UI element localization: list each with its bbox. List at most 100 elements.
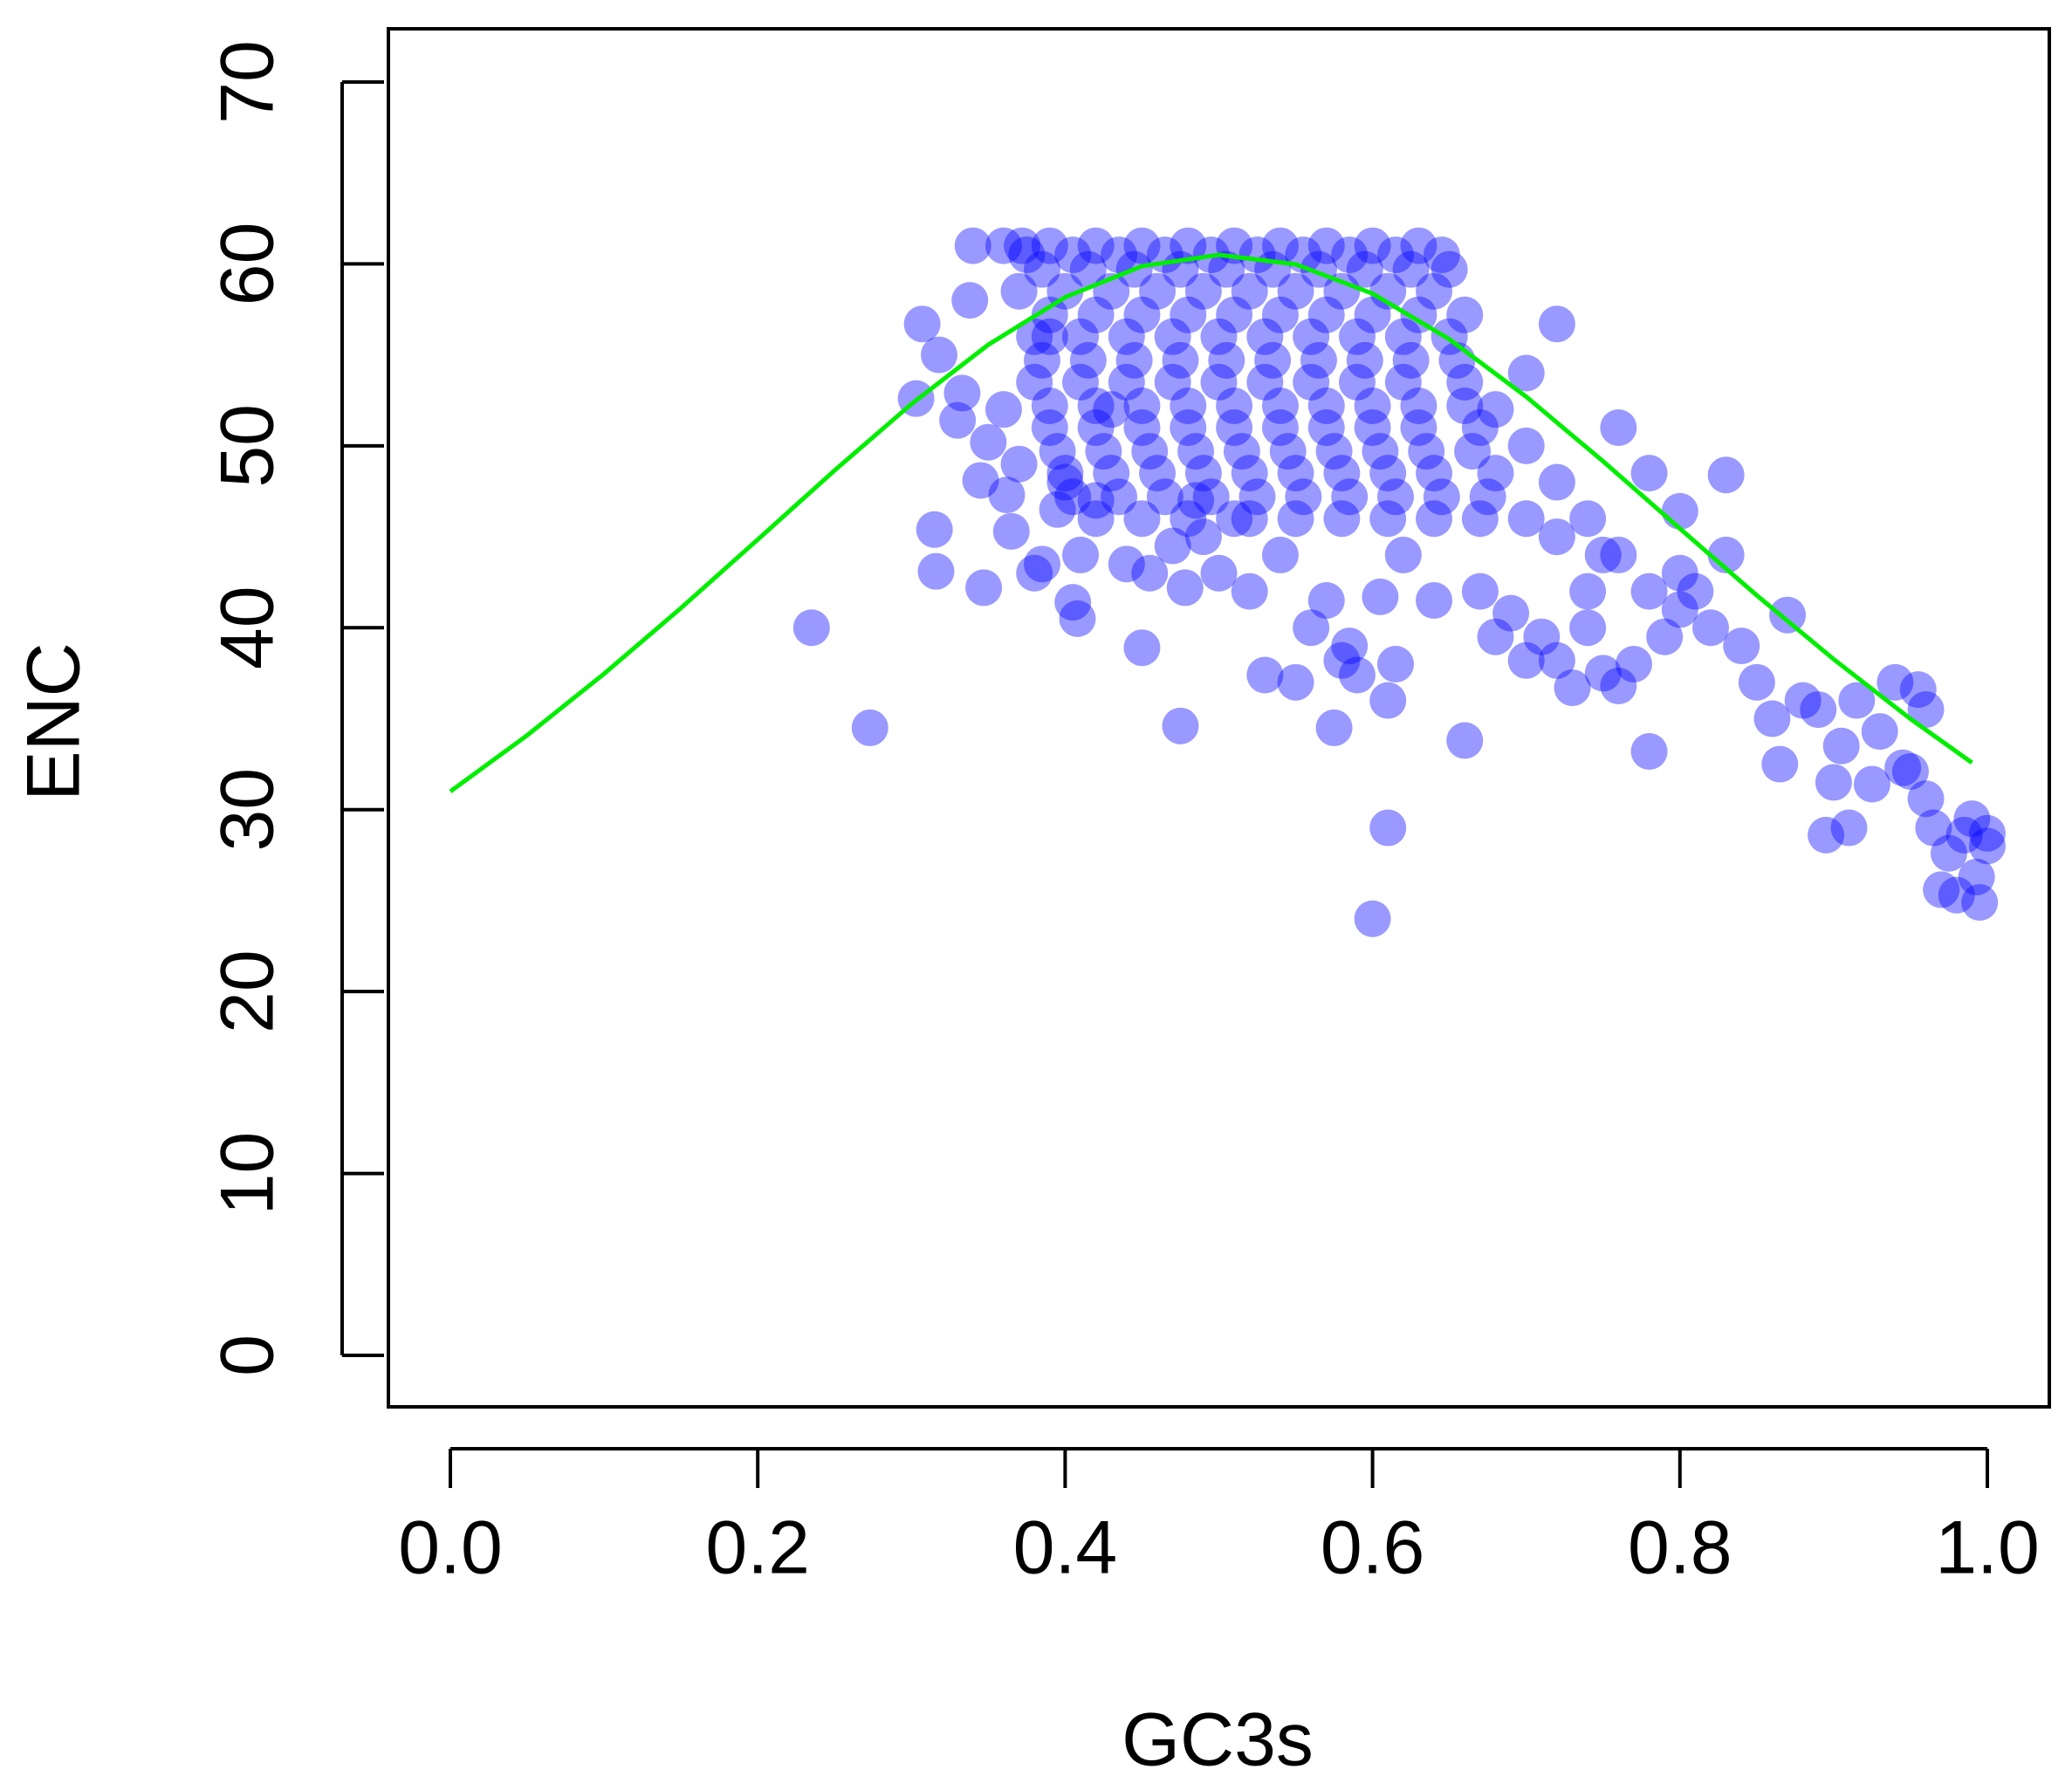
point [1323, 500, 1361, 538]
point [1170, 409, 1207, 447]
point [985, 391, 1022, 429]
point [1261, 536, 1299, 573]
point [1569, 573, 1607, 610]
point [1507, 500, 1545, 538]
point [1208, 250, 1245, 288]
point [1184, 272, 1222, 310]
point [1039, 433, 1076, 470]
point [1761, 745, 1799, 783]
point [1293, 609, 1330, 647]
point [1477, 391, 1514, 429]
point [1584, 655, 1622, 692]
point [1369, 272, 1407, 310]
point [1170, 500, 1207, 538]
point [1123, 296, 1161, 333]
point [1123, 227, 1161, 264]
point [792, 609, 830, 647]
point [1830, 809, 1868, 847]
point [1208, 341, 1245, 379]
point [1630, 573, 1668, 610]
point [988, 477, 1026, 514]
point [1016, 363, 1053, 401]
point [1023, 341, 1060, 379]
point [1392, 341, 1430, 379]
point [1461, 573, 1499, 610]
point [1154, 318, 1191, 355]
point [1569, 500, 1607, 538]
point [1423, 237, 1460, 274]
point [1369, 682, 1407, 719]
point [1899, 671, 1937, 709]
point [1323, 641, 1361, 679]
point [985, 227, 1022, 264]
point [992, 512, 1030, 550]
point [1469, 478, 1506, 516]
point [1423, 478, 1460, 516]
point [1293, 318, 1330, 355]
point [1054, 478, 1092, 516]
point [1958, 858, 1995, 895]
point [1293, 363, 1330, 401]
point [1615, 645, 1652, 682]
point [1891, 752, 1929, 790]
point [1077, 409, 1115, 447]
point [1170, 387, 1207, 425]
point [1953, 800, 1991, 838]
point [1646, 618, 1684, 655]
point [1115, 341, 1153, 379]
point [1446, 296, 1484, 333]
point [1416, 500, 1453, 538]
point [1307, 409, 1345, 447]
point [1039, 490, 1076, 528]
point [1016, 554, 1053, 592]
point [903, 305, 941, 343]
point [1362, 433, 1399, 470]
point [1307, 387, 1345, 425]
point [1554, 669, 1591, 707]
x-tick-label: 0.6 [1321, 1506, 1425, 1590]
point [1945, 816, 1983, 854]
point [1338, 318, 1376, 355]
point [1538, 463, 1575, 501]
line [449, 252, 1973, 793]
point [1200, 554, 1238, 592]
point [1492, 594, 1530, 632]
point [1054, 584, 1092, 621]
point [1692, 609, 1730, 647]
point [1431, 250, 1468, 288]
point [1093, 455, 1130, 492]
point [1915, 809, 1952, 847]
point [1338, 656, 1376, 694]
point [951, 282, 989, 319]
point [1377, 237, 1415, 274]
x-tick-label: 0.2 [705, 1506, 810, 1590]
x-tick-label: 1.0 [1935, 1506, 2040, 1590]
point [1277, 500, 1314, 538]
point [1416, 272, 1453, 310]
point [1707, 536, 1745, 573]
y-tick-label: 10 [206, 1132, 290, 1216]
point [1108, 545, 1145, 583]
point [1177, 482, 1215, 519]
point [1077, 296, 1115, 333]
point [1093, 391, 1130, 429]
point [1600, 536, 1637, 573]
point [1031, 318, 1068, 355]
point [1077, 387, 1115, 425]
point [1269, 433, 1307, 470]
point [1661, 554, 1698, 592]
point [1584, 536, 1622, 573]
point [1477, 618, 1514, 655]
point [1177, 433, 1215, 470]
point [1907, 691, 1945, 729]
point [1261, 409, 1299, 447]
y-tick-label: 60 [206, 223, 290, 306]
point [1630, 733, 1668, 771]
point [1277, 663, 1314, 701]
point [1600, 409, 1637, 447]
point [1408, 433, 1445, 470]
point [1822, 727, 1860, 765]
point [1216, 296, 1253, 333]
point [1454, 433, 1492, 470]
point [1630, 455, 1668, 492]
